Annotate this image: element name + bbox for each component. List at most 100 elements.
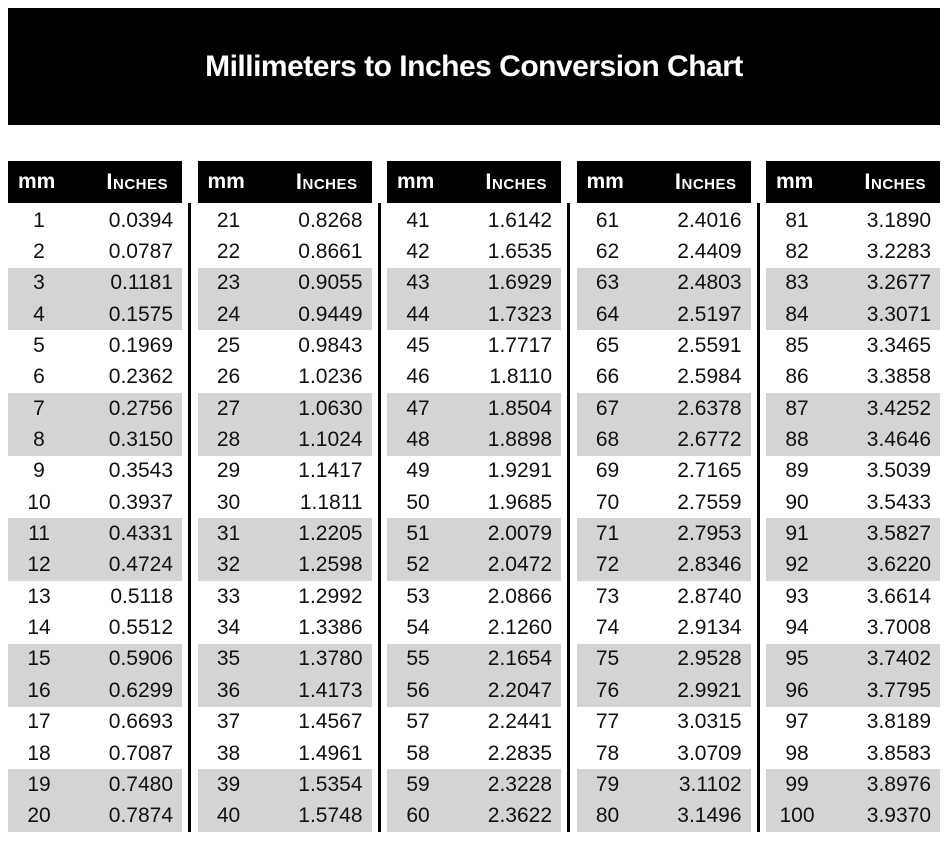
mm-value: 93 (785, 584, 809, 608)
mm-value: 45 (406, 334, 430, 358)
mm-value: 39 (216, 772, 241, 796)
inches-value: 3.5827 (866, 522, 931, 546)
mm-value: 88 (785, 428, 809, 452)
mm-value: 6 (33, 365, 45, 389)
table-row: 92 3.6220 (766, 549, 940, 582)
table-row: 29 1.1417 (198, 456, 372, 487)
mm-value: 26 (216, 365, 241, 389)
inches-value: 3.2283 (866, 240, 931, 264)
table-row: 37 1.4567 (198, 707, 372, 738)
mm-value: 32 (216, 553, 241, 577)
table-row: 30 1.1811 (198, 487, 372, 518)
inches-value: 1.2598 (298, 553, 363, 577)
inches-value: 2.5591 (677, 334, 742, 358)
inches-value: 1.0236 (298, 365, 363, 389)
mm-value: 92 (785, 553, 809, 577)
inches-value: 2.4016 (677, 208, 742, 232)
mm-header-label: mm (776, 170, 814, 193)
table-row: 96 3.7795 (766, 675, 940, 707)
table-row: 25 0.9843 (198, 330, 372, 361)
mm-value: 7 (33, 396, 45, 420)
table-row: 9 0.3543 (8, 456, 182, 487)
mm-value: 34 (216, 616, 241, 640)
mm-value: 3 (33, 271, 45, 295)
inches-value: 0.1575 (108, 302, 173, 326)
mm-header-label: mm (18, 170, 56, 193)
mm-value: 50 (406, 490, 430, 514)
table-row: 10 0.3937 (8, 487, 182, 518)
mm-value: 41 (406, 208, 430, 232)
mm-value: 89 (785, 459, 809, 483)
table-row: 95 3.7402 (766, 643, 940, 676)
table-row: 41 1.6142 (387, 205, 561, 236)
inches-value: 1.3780 (298, 647, 363, 671)
inches-value: 0.1181 (110, 271, 173, 295)
inches-value: 3.2677 (866, 271, 931, 295)
mm-value: 29 (216, 459, 241, 483)
table-row: 11 0.4331 (8, 518, 182, 550)
table-row: 87 3.4252 (766, 393, 940, 425)
table-row: 50 1.9685 (387, 487, 561, 518)
inches-header-label: Inches (295, 169, 358, 194)
table-row: 3 0.1181 (8, 267, 182, 300)
table-column-group-1: mm Inches 1 0.0394 2 0.0787 3 0.1181 4 0.1575 5 0.1… (8, 161, 182, 832)
inches-value: 2.7165 (677, 459, 742, 483)
inches-value: 1.6929 (487, 271, 552, 295)
inches-value: 2.8740 (677, 584, 742, 608)
inches-value: 2.3228 (487, 772, 552, 796)
table-row: 66 2.5984 (577, 362, 751, 393)
table-row: 56 2.2047 (387, 675, 561, 707)
mm-value: 87 (785, 396, 809, 420)
table-row: 61 2.4016 (577, 205, 751, 236)
table-row: 16 0.6299 (8, 675, 182, 707)
mm-value: 97 (785, 710, 809, 734)
mm-value: 8 (33, 428, 45, 452)
column-rows: 21 0.8268 22 0.8661 23 0.9055 24 0.9449 25 0.9843… (197, 203, 372, 832)
inches-value: 0.6693 (108, 710, 173, 734)
mm-value: 78 (595, 741, 620, 765)
mm-value: 54 (406, 616, 430, 640)
inches-value: 2.4409 (677, 240, 742, 264)
mm-value: 17 (27, 710, 51, 734)
inches-value: 1.3386 (298, 616, 363, 640)
inches-value: 1.0630 (298, 396, 363, 420)
mm-value: 18 (27, 741, 51, 765)
mm-value: 94 (785, 616, 809, 640)
inches-value: 1.9685 (487, 490, 552, 514)
inches-value: 0.4724 (108, 553, 173, 577)
mm-value: 61 (595, 208, 620, 232)
column-rows: 61 2.4016 62 2.4409 63 2.4803 64 2.5197 65 2.5591… (576, 203, 751, 832)
mm-value: 1 (33, 208, 45, 232)
inches-value: 2.6378 (677, 396, 742, 420)
table-row: 5 0.1969 (8, 330, 182, 361)
mm-value: 57 (406, 710, 430, 734)
table-row: 78 3.0709 (577, 738, 751, 769)
table-row: 89 3.5039 (766, 456, 940, 487)
table-row: 38 1.4961 (198, 738, 372, 769)
table-row: 71 2.7953 (576, 518, 751, 550)
inches-value: 2.6772 (677, 428, 742, 452)
table-row: 48 1.8898 (387, 424, 561, 456)
table-row: 43 1.6929 (387, 267, 561, 300)
inches-value: 0.8661 (298, 240, 363, 264)
inches-value: 2.9134 (677, 616, 742, 640)
table-row: 19 0.7480 (8, 769, 182, 801)
table-row: 97 3.8189 (766, 707, 940, 738)
table-row: 57 2.2441 (387, 707, 561, 738)
table-row: 49 1.9291 (387, 456, 561, 487)
mm-value: 71 (595, 522, 620, 546)
table-row: 46 1.8110 (387, 362, 561, 393)
inches-value: 1.2205 (298, 522, 363, 546)
table-row: 26 1.0236 (198, 362, 372, 393)
inches-value: 0.3937 (108, 490, 173, 514)
table-row: 67 2.6378 (576, 393, 751, 425)
table-row: 15 0.5906 (8, 643, 182, 676)
mm-header-label: mm (586, 170, 624, 193)
mm-value: 47 (406, 396, 430, 420)
mm-value: 37 (216, 710, 241, 734)
inches-value: 0.0394 (108, 208, 173, 232)
mm-header-label: mm (207, 170, 245, 193)
inches-value: 1.7717 (487, 334, 552, 358)
inches-value: 0.6299 (108, 678, 173, 702)
column-header: mm Inches (8, 161, 182, 203)
